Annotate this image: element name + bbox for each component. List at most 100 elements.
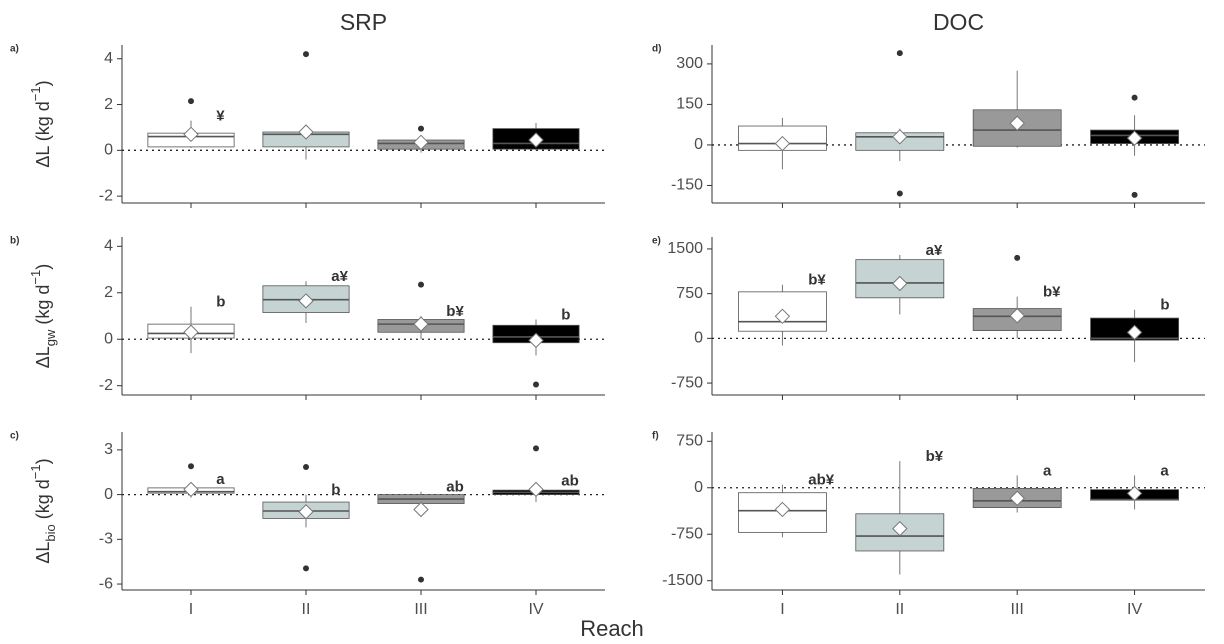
significance-label: b¥ — [1043, 284, 1061, 301]
y-tick-label: 1500 — [667, 240, 703, 257]
outlier — [418, 576, 424, 583]
mean-marker — [298, 293, 314, 309]
y-label-sup: −1 — [28, 270, 43, 285]
y-label-sub: gw — [43, 329, 58, 346]
significance-label: b¥ — [926, 448, 944, 465]
y-label-unit: (kg d — [33, 285, 53, 330]
x-tick-label: IV — [528, 601, 543, 618]
significance-label: b¥ — [808, 272, 826, 289]
mean-marker — [892, 520, 908, 537]
y-label-close: ) — [33, 264, 53, 270]
mean-marker — [413, 134, 429, 151]
y-tick-label: 150 — [676, 96, 703, 113]
x-tick-label: II — [895, 601, 904, 618]
y-label-sub: bio — [43, 524, 58, 541]
mean-marker — [183, 126, 199, 143]
x-axis-label: Reach — [580, 616, 644, 641]
mean-marker — [1009, 115, 1025, 132]
outlier — [533, 445, 539, 452]
significance-label: a — [1043, 462, 1052, 479]
outlier — [418, 281, 424, 288]
y-label-main: ΔL — [33, 346, 53, 368]
mean-marker — [413, 501, 429, 518]
mean-marker — [774, 501, 791, 518]
y-tick-label: 0 — [694, 479, 703, 496]
y-label-unit: (kg d — [33, 101, 53, 146]
mean-marker — [1009, 307, 1025, 324]
outlier — [303, 565, 309, 572]
significance-label: a — [216, 471, 225, 488]
outlier — [1014, 254, 1021, 261]
x-tick-label: II — [302, 601, 311, 618]
x-tick-label: I — [780, 601, 784, 618]
panel-label: f) — [652, 431, 659, 442]
outlier — [1131, 191, 1138, 198]
y-label-main: ΔL — [33, 146, 53, 168]
mean-marker — [892, 129, 908, 145]
y-tick-label: -6 — [99, 575, 113, 592]
y-tick-label: 4 — [104, 238, 113, 255]
y-tick-label: 4 — [104, 50, 113, 67]
y-tick-label: 0 — [694, 136, 703, 153]
x-tick-label: III — [1011, 601, 1024, 618]
y-label-sup: −1 — [28, 464, 43, 479]
y-tick-label: 0 — [104, 330, 113, 347]
mean-marker — [774, 308, 791, 325]
significance-label: b¥ — [446, 303, 464, 320]
y-axis-label: ΔL (kg d−1) — [28, 80, 53, 167]
y-tick-label: 2 — [104, 96, 113, 113]
significance-label: ab — [561, 473, 579, 490]
significance-label: b — [331, 482, 340, 499]
column-title: SRP — [340, 9, 387, 35]
box — [738, 492, 827, 533]
x-tick-label: IV — [1127, 601, 1142, 618]
mean-marker — [892, 275, 908, 292]
significance-label: a — [1160, 462, 1169, 479]
outlier — [533, 381, 539, 388]
mean-marker — [774, 135, 791, 152]
y-label-close: ) — [33, 458, 53, 464]
y-tick-label: -2 — [99, 187, 113, 204]
y-tick-label: 0 — [694, 330, 703, 347]
y-tick-label: -2 — [99, 377, 113, 394]
y-tick-label: 3 — [104, 441, 113, 458]
mean-marker — [1126, 324, 1143, 341]
x-tick-label: I — [189, 601, 193, 618]
significance-label: ab¥ — [808, 472, 835, 489]
significance-label: b — [216, 294, 225, 311]
significance-label: b — [561, 306, 570, 323]
panel-label: c) — [10, 431, 19, 442]
y-label-close: ) — [33, 80, 53, 86]
significance-label: ¥ — [216, 108, 225, 125]
outlier — [188, 98, 194, 105]
y-label-main: ΔL — [33, 542, 53, 564]
y-label-sup: −1 — [28, 86, 43, 101]
y-tick-label: 750 — [676, 285, 703, 302]
outlier — [896, 190, 903, 197]
y-tick-label: 0 — [104, 142, 113, 159]
significance-label: ab — [446, 479, 464, 496]
outlier — [418, 125, 424, 132]
outlier — [188, 463, 194, 470]
significance-label: a¥ — [331, 268, 348, 285]
significance-label: a¥ — [926, 242, 943, 259]
panel-label: d) — [652, 44, 661, 55]
mean-marker — [1126, 130, 1143, 146]
mean-marker — [183, 481, 199, 498]
panel-label: a) — [10, 44, 19, 55]
mean-marker — [1126, 485, 1143, 502]
y-tick-label: -150 — [671, 177, 703, 194]
mean-marker — [183, 324, 199, 340]
y-tick-label: 750 — [676, 433, 703, 450]
mean-marker — [528, 481, 544, 498]
y-tick-label: -750 — [671, 525, 703, 542]
y-tick-label: -3 — [99, 531, 113, 548]
outlier — [303, 464, 309, 471]
y-axis-label: ΔLgw (kg d−1) — [28, 264, 58, 369]
mean-marker — [413, 316, 429, 332]
y-tick-label: -750 — [671, 374, 703, 391]
mean-marker — [528, 132, 544, 148]
y-tick-label: -1500 — [662, 572, 703, 589]
outlier — [303, 51, 309, 58]
